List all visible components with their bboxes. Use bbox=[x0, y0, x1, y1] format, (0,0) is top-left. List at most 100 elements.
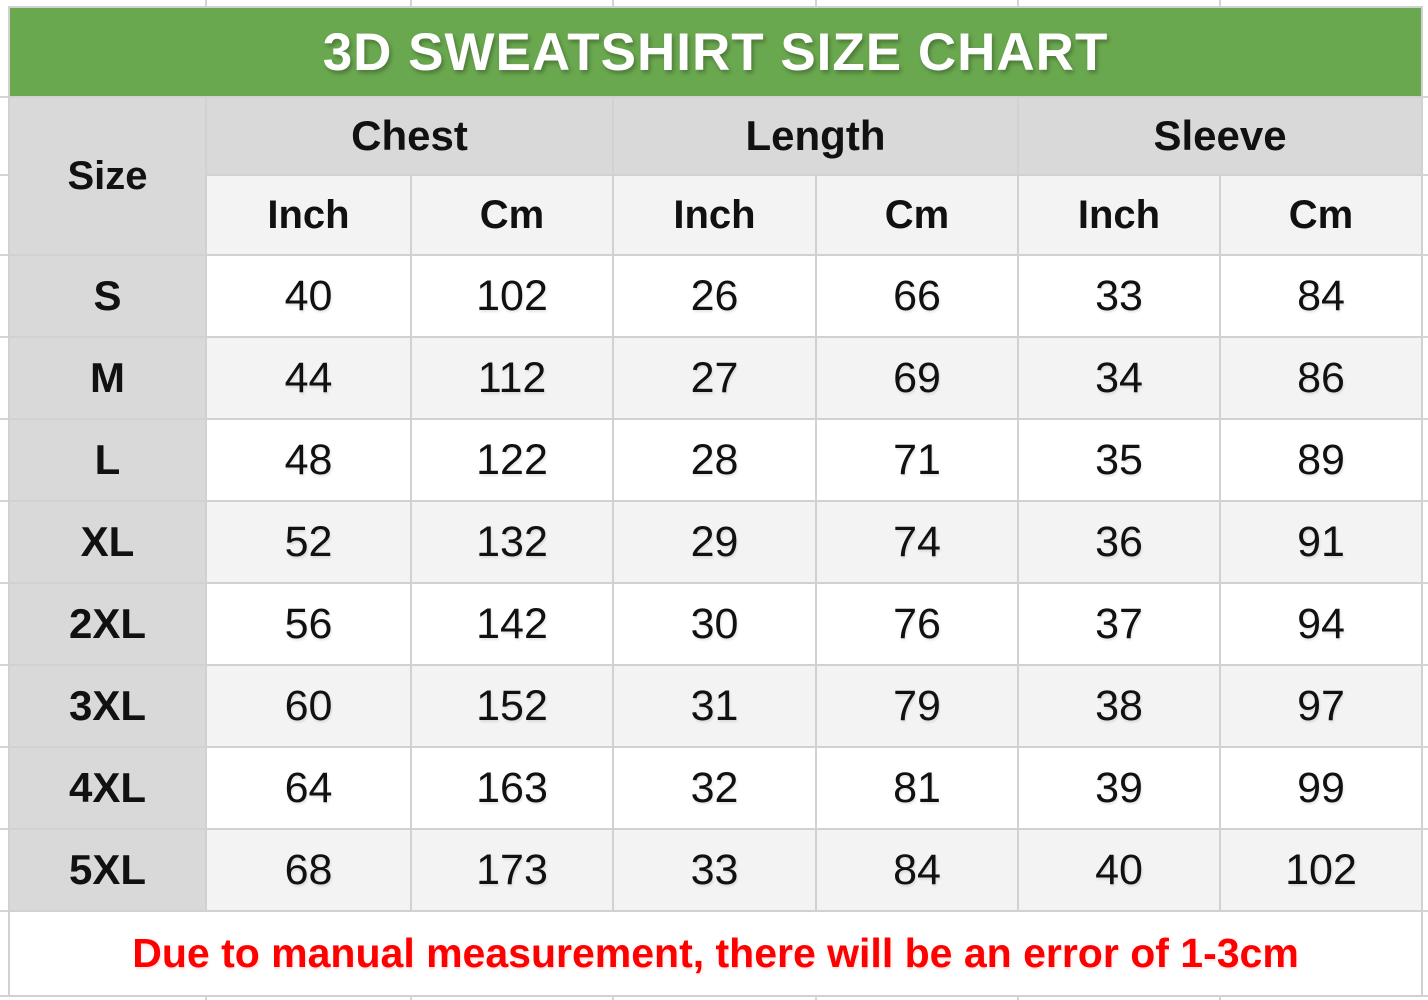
col-header-sleeve: Sleeve bbox=[1016, 96, 1424, 176]
value-cell: 27 bbox=[612, 336, 817, 420]
note-row: Due to manual measurement, there will be… bbox=[7, 910, 1424, 997]
table-row-m: M 44 112 27 69 34 86 bbox=[8, 336, 1424, 420]
value-cell: 94 bbox=[1218, 582, 1424, 666]
value-cell: 31 bbox=[612, 664, 817, 748]
grid-tick bbox=[1421, 336, 1428, 338]
size-cell: M bbox=[8, 336, 207, 420]
grid-tick bbox=[1219, 995, 1221, 1000]
unit-header-sleeve-inch: Inch bbox=[1017, 174, 1221, 256]
table-row-xl: XL 52 132 29 74 36 91 bbox=[8, 500, 1424, 584]
value-cell: 40 bbox=[1017, 828, 1221, 912]
grid-tick bbox=[205, 995, 207, 1000]
value-cell: 112 bbox=[410, 336, 614, 420]
value-cell: 71 bbox=[815, 418, 1019, 502]
grid-tick bbox=[1421, 500, 1428, 502]
value-cell: 84 bbox=[815, 828, 1019, 912]
unit-header-sleeve-cm: Cm bbox=[1218, 174, 1424, 256]
value-cell: 102 bbox=[410, 254, 614, 338]
value-cell: 56 bbox=[205, 582, 412, 666]
size-cell: 2XL bbox=[8, 582, 207, 666]
value-cell: 68 bbox=[205, 828, 412, 912]
grid-tick bbox=[1017, 995, 1019, 1000]
col-header-length: Length bbox=[612, 96, 1019, 176]
value-cell: 86 bbox=[1218, 336, 1424, 420]
size-cell: 4XL bbox=[8, 746, 207, 830]
value-cell: 64 bbox=[205, 746, 412, 830]
value-cell: 48 bbox=[205, 418, 412, 502]
value-cell: 152 bbox=[410, 664, 614, 748]
grid-tick bbox=[410, 995, 412, 1000]
size-cell: S bbox=[8, 254, 207, 338]
value-cell: 37 bbox=[1017, 582, 1221, 666]
grid-tick bbox=[0, 336, 8, 338]
size-cell: 5XL bbox=[8, 828, 207, 912]
value-cell: 40 bbox=[205, 254, 412, 338]
grid-tick bbox=[1421, 582, 1428, 584]
title-row: 3D SWEATSHIRT SIZE CHART bbox=[7, 6, 1424, 98]
grid-tick bbox=[0, 254, 8, 256]
table-row-l: L 48 122 28 71 35 89 bbox=[8, 418, 1424, 502]
grid-tick bbox=[0, 582, 8, 584]
value-cell: 97 bbox=[1218, 664, 1424, 748]
table-row-4xl: 4XL 64 163 32 81 39 99 bbox=[8, 746, 1424, 830]
size-cell: XL bbox=[8, 500, 207, 584]
value-cell: 60 bbox=[205, 664, 412, 748]
grid-tick bbox=[1421, 910, 1428, 912]
col-header-chest: Chest bbox=[205, 96, 614, 176]
grid-tick bbox=[0, 664, 8, 666]
grid-tick bbox=[205, 0, 207, 6]
col-header-size: Size bbox=[8, 96, 207, 256]
grid-tick bbox=[1421, 174, 1428, 176]
grid-tick bbox=[0, 910, 8, 912]
value-cell: 29 bbox=[612, 500, 817, 584]
unit-header-length-cm: Cm bbox=[815, 174, 1019, 256]
value-cell: 74 bbox=[815, 500, 1019, 584]
value-cell: 132 bbox=[410, 500, 614, 584]
value-cell: 142 bbox=[410, 582, 614, 666]
value-cell: 173 bbox=[410, 828, 614, 912]
chart-title: 3D SWEATSHIRT SIZE CHART bbox=[7, 6, 1424, 98]
value-cell: 35 bbox=[1017, 418, 1221, 502]
value-cell: 79 bbox=[815, 664, 1019, 748]
value-cell: 32 bbox=[612, 746, 817, 830]
value-cell: 33 bbox=[1017, 254, 1221, 338]
value-cell: 38 bbox=[1017, 664, 1221, 748]
value-cell: 89 bbox=[1218, 418, 1424, 502]
unit-header-chest-inch: Inch bbox=[205, 174, 412, 256]
grid-tick bbox=[1421, 995, 1428, 997]
value-cell: 122 bbox=[410, 418, 614, 502]
grid-tick bbox=[0, 746, 8, 748]
unit-header-chest-cm: Cm bbox=[410, 174, 614, 256]
value-cell: 81 bbox=[815, 746, 1019, 830]
grid-tick bbox=[1219, 0, 1221, 6]
value-cell: 66 bbox=[815, 254, 1019, 338]
value-cell: 91 bbox=[1218, 500, 1424, 584]
value-cell: 44 bbox=[205, 336, 412, 420]
grid-tick bbox=[1421, 746, 1428, 748]
grid-tick bbox=[1421, 418, 1428, 420]
table-row-s: S 40 102 26 66 33 84 bbox=[8, 254, 1424, 338]
table-row-2xl: 2XL 56 142 30 76 37 94 bbox=[8, 582, 1424, 666]
grid-tick bbox=[1017, 0, 1019, 6]
grid-tick bbox=[0, 174, 8, 176]
grid-tick bbox=[0, 828, 8, 830]
value-cell: 28 bbox=[612, 418, 817, 502]
grid-tick bbox=[1421, 254, 1428, 256]
value-cell: 69 bbox=[815, 336, 1019, 420]
size-chart-table: 3D SWEATSHIRT SIZE CHART Size Chest Leng… bbox=[7, 6, 1424, 997]
table-row-5xl: 5XL 68 173 33 84 40 102 bbox=[8, 828, 1424, 912]
value-cell: 76 bbox=[815, 582, 1019, 666]
size-cell: 3XL bbox=[8, 664, 207, 748]
value-cell: 30 bbox=[612, 582, 817, 666]
value-cell: 39 bbox=[1017, 746, 1221, 830]
grid-tick bbox=[612, 0, 614, 6]
grid-tick bbox=[0, 96, 8, 98]
value-cell: 36 bbox=[1017, 500, 1221, 584]
unit-header-row: Inch Cm Inch Cm Inch Cm bbox=[9, 174, 1424, 256]
value-cell: 102 bbox=[1218, 828, 1424, 912]
grid-tick bbox=[0, 500, 8, 502]
grid-tick bbox=[1421, 664, 1428, 666]
grid-tick bbox=[612, 995, 614, 1000]
grid-tick bbox=[1421, 828, 1428, 830]
grid-tick bbox=[410, 0, 412, 6]
